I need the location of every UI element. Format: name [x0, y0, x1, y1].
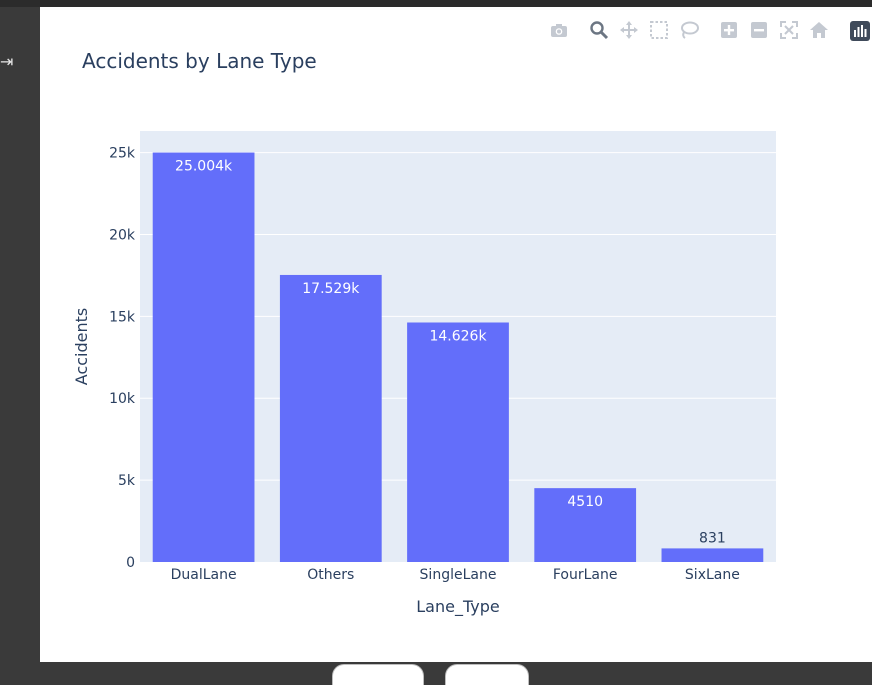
y-axis-ticks: 0 5k 10k 15k 20k 25k	[109, 146, 136, 571]
bar-sixlane[interactable]	[661, 548, 764, 562]
x-tick-label: Others	[307, 567, 354, 583]
data-label: 25.004k	[175, 159, 233, 175]
bar-others[interactable]	[279, 274, 382, 562]
x-tick-label: FourLane	[553, 567, 618, 583]
modebar	[40, 19, 872, 43]
bar-fourlane[interactable]	[534, 488, 637, 562]
zoom-icon[interactable]	[588, 19, 610, 41]
lasso-select-icon[interactable]	[678, 19, 700, 41]
y-tick-label: 20k	[109, 227, 136, 243]
bottom-tab-button-1[interactable]	[332, 664, 424, 685]
chart-panel: 0 5k 10k 15k 20k 25k DualLane Others SingleLane…	[40, 7, 872, 662]
x-tick-label: SixLane	[685, 567, 740, 583]
autoscale-icon[interactable]	[778, 19, 800, 41]
data-label: 14.626k	[429, 328, 487, 344]
x-tick-label: DualLane	[171, 567, 237, 583]
bar-singlelane[interactable]	[407, 322, 509, 562]
camera-icon[interactable]	[548, 19, 570, 41]
box-select-icon[interactable]	[648, 19, 670, 41]
chart-title: Accidents by Lane Type	[82, 49, 317, 73]
y-tick-label: 15k	[109, 309, 136, 325]
zoom-out-icon[interactable]	[748, 19, 770, 41]
zoom-in-icon[interactable]	[718, 19, 740, 41]
reset-axes-icon[interactable]	[808, 19, 830, 41]
data-label: 4510	[567, 494, 603, 510]
x-tick-label: SingleLane	[420, 567, 497, 583]
data-label: 831	[699, 530, 726, 546]
expand-right-icon[interactable]: ⇥	[0, 52, 14, 71]
y-axis-title: Accidents	[72, 308, 91, 385]
y-tick-label: 0	[126, 555, 135, 571]
window-top-bar	[0, 0, 872, 7]
x-axis-title: Lane_Type	[416, 597, 499, 617]
data-label: 17.529k	[302, 281, 360, 297]
bottom-tab-button-2[interactable]	[445, 664, 529, 685]
y-tick-label: 10k	[109, 391, 136, 407]
bar-chart: 0 5k 10k 15k 20k 25k DualLane Others SingleLane…	[72, 49, 776, 617]
y-tick-label: 25k	[109, 146, 136, 162]
pan-icon[interactable]	[618, 19, 640, 41]
bars	[152, 152, 764, 563]
plotly-logo-icon[interactable]	[850, 21, 870, 41]
y-tick-label: 5k	[118, 473, 136, 489]
data-labels: 25.004k 17.529k 14.626k 4510 831	[175, 159, 726, 547]
x-axis-ticks: DualLane Others SingleLane FourLane SixLane	[171, 567, 740, 583]
bar-duallane[interactable]	[152, 152, 255, 563]
